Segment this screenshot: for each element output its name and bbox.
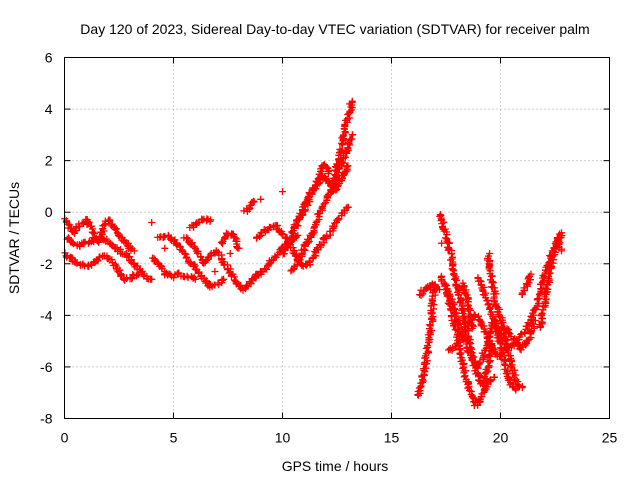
data-layer xyxy=(61,97,566,409)
x-axis-label: GPS time / hours xyxy=(282,458,389,474)
x-tick-label: 10 xyxy=(275,430,291,446)
y-tick-label: 6 xyxy=(45,50,53,66)
data-point xyxy=(226,250,234,257)
plot-frame xyxy=(64,57,610,419)
data-trace xyxy=(536,235,565,331)
data-point xyxy=(427,286,435,294)
y-tick-label: -2 xyxy=(40,256,53,272)
data-trace xyxy=(240,197,258,215)
data-trace xyxy=(290,161,333,231)
data-point xyxy=(211,268,219,275)
y-tick-label: -8 xyxy=(40,411,53,427)
data-trace xyxy=(217,229,243,252)
data-point xyxy=(438,239,446,247)
x-tick-label: 20 xyxy=(493,430,509,446)
y-axis-label: SDTVAR / TECUs xyxy=(6,182,22,294)
data-trace xyxy=(154,231,228,291)
data-trace xyxy=(503,317,539,354)
data-trace xyxy=(328,97,356,190)
data-trace xyxy=(414,280,439,399)
y-tick-label: -4 xyxy=(40,307,53,323)
y-tick-label: 0 xyxy=(45,204,53,220)
data-point xyxy=(261,265,269,273)
tick-layer: 0 5 10 15 20 25 -8 -6 -4 -2 0 2 4 6 xyxy=(40,50,617,446)
data-point xyxy=(161,244,169,252)
data-trace xyxy=(186,215,215,231)
x-tick-label: 5 xyxy=(170,430,178,446)
data-trace xyxy=(180,234,260,294)
y-tick-label: 2 xyxy=(45,153,53,169)
data-trace xyxy=(445,311,504,361)
data-trace xyxy=(455,279,477,332)
x-tick-label: 25 xyxy=(602,430,618,446)
data-point xyxy=(279,188,286,196)
x-tick-label: 0 xyxy=(61,430,69,446)
x-tick-label: 15 xyxy=(384,430,400,446)
data-trace xyxy=(518,270,535,298)
y-tick-label: -6 xyxy=(40,359,53,375)
data-trace xyxy=(149,254,199,283)
data-point xyxy=(148,219,156,226)
y-tick-label: 4 xyxy=(45,101,53,117)
data-point xyxy=(486,250,494,257)
data-trace xyxy=(437,272,498,409)
chart-title: Day 120 of 2023, Sidereal Day-to-day VTE… xyxy=(80,21,589,37)
data-point xyxy=(257,195,265,203)
data-trace xyxy=(416,280,443,299)
